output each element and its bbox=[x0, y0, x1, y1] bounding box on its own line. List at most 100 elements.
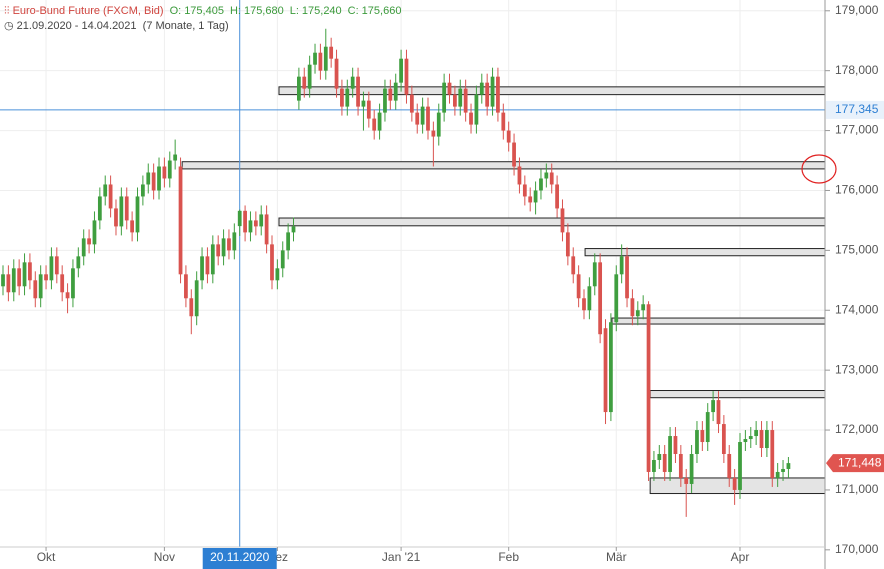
candle-body bbox=[194, 280, 199, 317]
candle-body bbox=[582, 298, 586, 311]
crosshair-date-label: 20.11.2020 bbox=[210, 550, 269, 564]
candle-body bbox=[38, 274, 43, 299]
x-tick-label: Mär bbox=[606, 550, 627, 564]
candles bbox=[1, 28, 791, 517]
candle-body bbox=[506, 130, 511, 143]
y-tick-label: 173,000 bbox=[835, 362, 879, 376]
candle-body bbox=[81, 238, 86, 257]
candle-body bbox=[641, 304, 646, 311]
candle-body bbox=[1, 274, 5, 287]
candle-body bbox=[544, 172, 549, 179]
candle-body bbox=[232, 232, 237, 251]
instrument-icon: ⫶⫶ bbox=[4, 5, 10, 17]
candle-body bbox=[496, 76, 500, 113]
candle-body bbox=[329, 46, 334, 59]
ohlc-value: 175,660 bbox=[361, 5, 402, 17]
candle-body bbox=[533, 190, 538, 203]
candle-body bbox=[377, 112, 382, 131]
y-tick-label: 170,000 bbox=[835, 542, 879, 556]
candle-body bbox=[323, 46, 328, 71]
candle-body bbox=[87, 238, 91, 245]
candle-body bbox=[711, 400, 715, 413]
candle-body bbox=[92, 220, 97, 245]
candle-body bbox=[97, 196, 102, 221]
candle-body bbox=[732, 477, 737, 490]
candle-body bbox=[291, 226, 296, 233]
x-tick-label: Okt bbox=[37, 550, 56, 564]
candle-body bbox=[237, 210, 242, 227]
candle-body bbox=[565, 232, 570, 257]
zone bbox=[278, 217, 826, 227]
candle-body bbox=[705, 412, 710, 443]
candle-body bbox=[652, 459, 656, 472]
candle-body bbox=[668, 436, 672, 472]
candle-body bbox=[426, 106, 430, 131]
candle-body bbox=[458, 88, 463, 107]
y-tick-label: 171,000 bbox=[835, 482, 879, 496]
crosshair-date-bg bbox=[202, 548, 277, 569]
candle-body bbox=[619, 256, 624, 275]
candle-body bbox=[576, 274, 581, 299]
candle-body bbox=[415, 112, 420, 125]
chart-header: ⫶⫶ Euro-Bund Future (FXCM, Bid) O: 175,405… bbox=[4, 4, 401, 34]
x-tick-label: Nov bbox=[154, 550, 175, 564]
candle-body bbox=[463, 88, 468, 113]
candle-body bbox=[490, 76, 495, 107]
candle-body bbox=[759, 430, 764, 449]
candle-body bbox=[286, 232, 291, 251]
candle-body bbox=[700, 430, 705, 443]
candle-body bbox=[587, 286, 592, 311]
ohlc-key: H: bbox=[229, 5, 241, 17]
candle-body bbox=[340, 88, 344, 107]
candle-body bbox=[754, 430, 759, 437]
candle-body bbox=[366, 100, 371, 119]
candle-body bbox=[76, 256, 81, 269]
candle-body bbox=[748, 436, 753, 440]
candle-body bbox=[592, 262, 597, 287]
candle-body bbox=[275, 268, 280, 281]
candle-body bbox=[210, 244, 215, 275]
candle-body bbox=[33, 280, 38, 299]
ohlc-values: O: 175,405 H: 175,680 L: 175,240 C: 175,660 bbox=[164, 5, 402, 17]
candle-body bbox=[189, 298, 194, 317]
annotation-circle bbox=[801, 154, 837, 184]
candle-body bbox=[151, 172, 156, 191]
candle-body bbox=[522, 184, 527, 197]
y-tick-label: 176,000 bbox=[835, 183, 879, 197]
candle-body bbox=[571, 256, 576, 275]
candle-body bbox=[334, 58, 339, 89]
period: 21.09.2020 - 14.04.2021 bbox=[16, 20, 137, 32]
y-tick-label: 174,000 bbox=[835, 302, 879, 316]
candle-body bbox=[673, 436, 678, 455]
candle-body bbox=[65, 292, 70, 299]
candle-body bbox=[501, 112, 506, 131]
candle-body bbox=[625, 256, 629, 299]
candle-body bbox=[146, 172, 151, 185]
candle-body bbox=[71, 268, 75, 299]
candle-body bbox=[775, 471, 780, 478]
candle-body bbox=[603, 328, 608, 413]
header-line-2: ◷ 21.09.2020 - 14.04.2021 (7 Monate, 1 T… bbox=[4, 20, 229, 32]
candle-body bbox=[388, 88, 393, 101]
price-axis-bg bbox=[825, 0, 884, 569]
candle-body bbox=[270, 244, 274, 281]
candle-body bbox=[469, 112, 473, 125]
candle-body bbox=[345, 88, 350, 107]
candle-body bbox=[167, 160, 172, 179]
candle-body bbox=[383, 88, 387, 113]
candle-body bbox=[657, 454, 662, 460]
candle-body bbox=[689, 454, 694, 484]
candle-body bbox=[227, 238, 231, 251]
candle-body bbox=[356, 76, 360, 107]
candle-body bbox=[54, 256, 59, 275]
last-price-bg bbox=[826, 454, 884, 473]
candle-body bbox=[60, 274, 65, 293]
grid bbox=[0, 0, 825, 551]
y-tick-label: 175,000 bbox=[835, 243, 879, 257]
candle-body bbox=[313, 52, 317, 65]
candle-body bbox=[420, 106, 425, 125]
candle-body bbox=[157, 166, 161, 191]
candle-body bbox=[474, 94, 479, 125]
header-line-1: ⫶⫶ Euro-Bund Future (FXCM, Bid) O: 175,405… bbox=[4, 4, 401, 19]
candle-body bbox=[114, 208, 118, 227]
